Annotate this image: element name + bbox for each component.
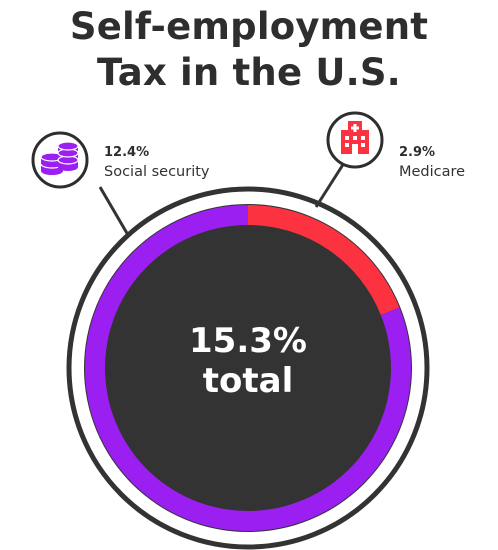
donut-segment-social-security (85, 205, 411, 531)
medicare-value: 2.9% (399, 145, 435, 160)
social-security-label: Social security (104, 164, 210, 180)
donut-segments (85, 205, 411, 531)
chart-title-line-2: Tax in the U.S. (97, 51, 401, 94)
medicare-label: Medicare (399, 164, 465, 180)
hospital-icon (326, 111, 384, 169)
outer-ring (66, 186, 430, 550)
chart-title-line-1: Self-employment (69, 5, 429, 48)
donut-segment-medicare (247, 205, 400, 316)
center-total-label: total (203, 361, 293, 401)
center-total-value: 15.3% (189, 321, 307, 361)
coins-stack-icon (31, 131, 89, 189)
center-disc (84, 204, 412, 532)
leader-line-social-security (98, 186, 130, 236)
leader-line-medicare (314, 162, 346, 208)
social-security-value: 12.4% (104, 145, 149, 160)
